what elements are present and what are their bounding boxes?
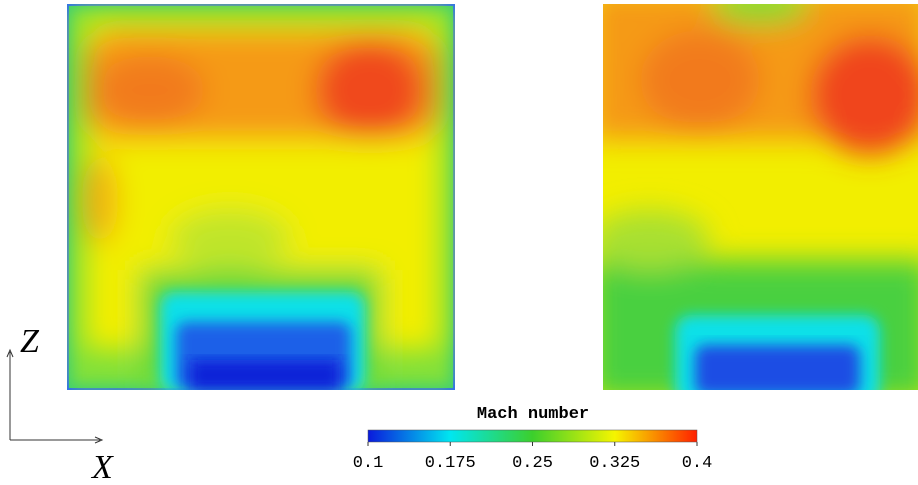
axis-label-z: Z — [20, 323, 40, 360]
axis-label-x: X — [90, 449, 114, 485]
field-right — [603, 4, 918, 390]
colorbar — [367, 429, 698, 443]
colorbar-tick-label: 0.175 — [425, 454, 476, 473]
colorbar-tick-label: 0.325 — [589, 454, 640, 473]
colorbar-title: Mach number — [477, 405, 589, 424]
colorbar-tick-label: 0.25 — [512, 454, 553, 473]
field-left — [67, 4, 455, 390]
colorbar-tick-label: 0.1 — [353, 454, 384, 473]
colorbar-tick-label: 0.4 — [682, 454, 713, 473]
axis-triad — [6, 348, 104, 444]
